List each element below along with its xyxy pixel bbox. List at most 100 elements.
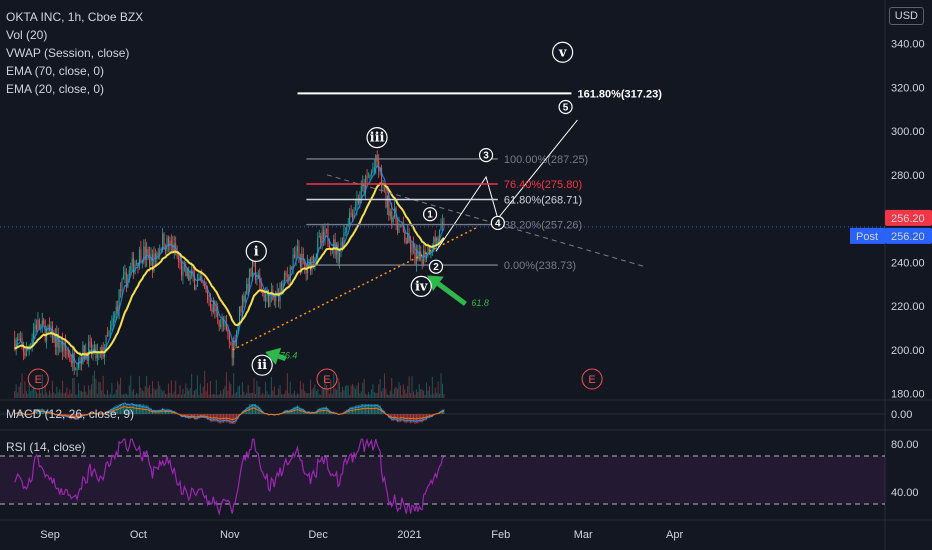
volume-bar [323,389,325,398]
volume-bar [288,393,290,398]
candle-body [130,266,132,271]
candle-body [378,161,380,172]
volume-bar [291,394,293,398]
macd-histogram-bar [253,404,255,414]
volume-bar [165,393,167,398]
macd-histogram-bar [366,404,368,414]
volume-bar [133,388,135,398]
volume-bar [125,393,127,398]
volume-bar [252,392,254,398]
volume-bar [379,379,381,398]
candle-body [440,224,442,230]
volume-bar [176,394,178,398]
volume-bar [192,394,194,398]
volume-bar [204,370,206,398]
volume-bar [283,394,285,398]
volume-bar [410,393,412,398]
candle-body [169,240,171,247]
volume-bar [215,380,217,398]
candle-body [352,213,354,219]
macd-label[interactable]: MACD (12, 26, close, 9) [6,407,135,421]
candle-body [156,253,158,260]
macd-histogram-bar [128,404,130,414]
volume-bar [88,385,90,398]
rsi-label[interactable]: RSI (14, close) [6,440,86,454]
fib-retracement[interactable]: 161.80%(317.23) 100.00%(287.25) 76.40%(275… [297,88,663,272]
volume-bar [121,394,123,398]
volume-bar [127,394,129,398]
candle-body [244,294,246,302]
volume-bar [183,393,185,398]
rsi-tick-label: 40.00 [891,487,919,499]
volume-bar [233,373,235,398]
volume-bar [172,394,174,398]
volume-bar [304,391,306,398]
volume-bar [427,390,429,398]
candle-body [237,323,239,331]
volume-bar [64,392,66,398]
volume-bar [82,391,84,398]
wave-major-circle [366,127,388,149]
candle-body [312,255,314,264]
candle-body [275,293,277,301]
earnings-marker [27,368,49,390]
fib-ratio-annotation: 61.8 [471,298,489,308]
volume-bar [194,390,196,398]
candle-body [254,260,256,280]
candle-body [67,353,69,355]
candle-body [72,353,74,364]
macd-histogram-bar [375,404,377,414]
volume-bar [389,390,391,398]
candle-body [376,155,378,162]
candle-body [433,237,435,251]
wave-minor-label: 5 [563,102,569,113]
candle-body [321,231,323,243]
price-tick-label: 320.00 [891,82,925,94]
macd-histogram-bar [369,404,371,414]
candle-body [18,339,20,341]
volume-bar [201,393,203,398]
candle-body [37,319,39,330]
legend-vwap[interactable]: VWAP (Session, close) [6,46,130,60]
legend-ema70[interactable]: EMA (70, close, 0) [6,64,105,78]
candle-body [75,368,77,370]
volume-bar [388,394,390,398]
volume-bar [18,386,20,398]
candle-body [205,287,207,292]
candle-body [343,232,345,249]
volume-bar [334,388,336,398]
candle-body [144,246,146,260]
candle-body [375,155,377,168]
candle-body [317,237,319,254]
macd-pane [0,402,885,424]
candle-body [341,241,343,249]
candle-body [185,265,187,277]
currency-button[interactable]: USD [888,7,924,25]
volume-bar [72,378,74,398]
volume-bar [50,393,52,398]
price-tick-label: 180.00 [891,389,925,401]
fib-level-label: 100.00%(287.25) [504,154,588,166]
volume-bar [273,386,275,398]
candle-body [256,279,258,280]
volume-bar [24,381,26,398]
candle-body [146,249,148,260]
volume-bar [428,386,430,398]
volume-bar [241,382,243,398]
volume-bar [49,390,51,398]
candle-body [117,306,119,312]
legend-vol[interactable]: Vol (20) [6,28,48,42]
candle-body [108,331,110,336]
volume-bar [368,391,370,398]
volume-bar [415,389,417,398]
symbol-title[interactable]: OKTA INC, 1h, Cboe BZX [6,10,144,24]
candle-body [21,338,23,345]
arrow-iv-head [427,275,444,292]
volume-bar [95,378,97,398]
fib-level-label: 61.80%(268.71) [504,195,582,207]
volume-bar [434,387,436,398]
price-candles [14,150,445,377]
legend-ema20[interactable]: EMA (20, close, 0) [6,82,105,96]
